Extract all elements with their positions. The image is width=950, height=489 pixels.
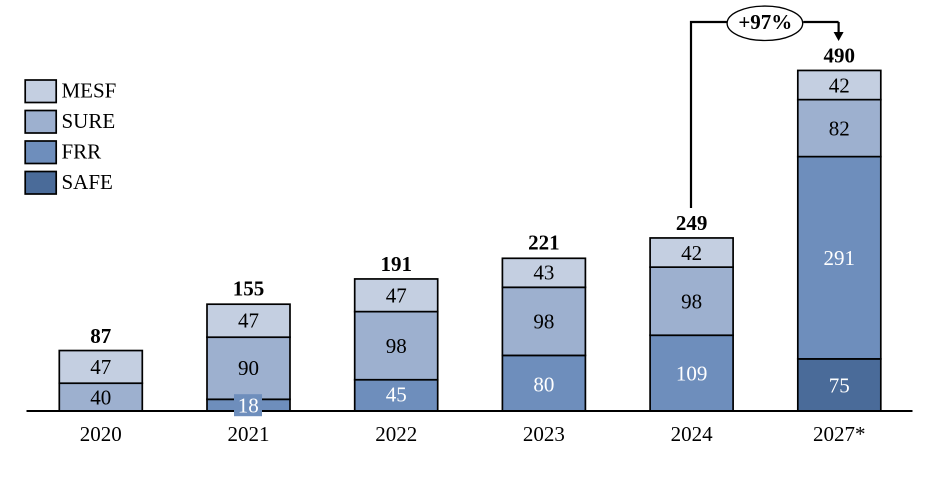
svg-text:2021: 2021 <box>228 422 270 446</box>
svg-text:+97%: +97% <box>738 10 792 34</box>
svg-text:2023: 2023 <box>523 422 565 446</box>
svg-text:98: 98 <box>533 310 554 334</box>
svg-text:FRR: FRR <box>62 140 102 164</box>
svg-text:80: 80 <box>533 372 554 396</box>
svg-text:191: 191 <box>380 252 412 276</box>
svg-text:221: 221 <box>528 230 560 254</box>
svg-text:155: 155 <box>233 276 265 300</box>
svg-text:43: 43 <box>533 261 554 285</box>
svg-text:47: 47 <box>90 355 111 379</box>
svg-text:40: 40 <box>90 385 111 409</box>
svg-text:291: 291 <box>824 246 856 270</box>
svg-text:2022: 2022 <box>375 422 417 446</box>
svg-text:47: 47 <box>386 284 407 308</box>
svg-text:490: 490 <box>824 43 856 67</box>
svg-text:45: 45 <box>386 383 407 407</box>
svg-text:2024: 2024 <box>671 422 714 446</box>
svg-text:SAFE: SAFE <box>62 170 113 194</box>
svg-text:75: 75 <box>829 373 850 397</box>
svg-text:98: 98 <box>386 334 407 358</box>
svg-text:2020: 2020 <box>80 422 122 446</box>
svg-text:18: 18 <box>238 393 259 417</box>
svg-text:98: 98 <box>681 290 702 314</box>
svg-text:2027*: 2027* <box>813 422 866 446</box>
svg-text:90: 90 <box>238 356 259 380</box>
svg-text:109: 109 <box>676 361 708 385</box>
svg-text:MESF: MESF <box>62 79 117 103</box>
svg-text:47: 47 <box>238 309 259 333</box>
svg-text:87: 87 <box>90 324 111 348</box>
svg-text:42: 42 <box>829 73 850 97</box>
svg-text:SURE: SURE <box>62 109 116 133</box>
svg-text:42: 42 <box>681 241 702 265</box>
svg-text:82: 82 <box>829 117 850 141</box>
svg-text:249: 249 <box>676 211 708 235</box>
